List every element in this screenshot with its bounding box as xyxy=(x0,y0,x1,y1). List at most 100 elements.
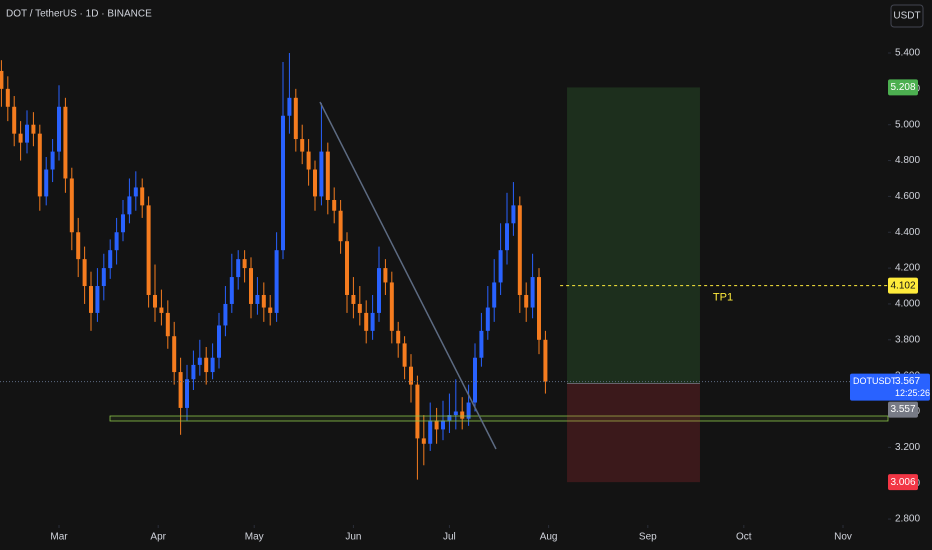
candle-body xyxy=(185,379,190,408)
x-tick-label: Oct xyxy=(736,532,752,543)
last-price-countdown: 12:25:26 xyxy=(895,388,930,398)
trend-line xyxy=(319,101,497,450)
last-price-box xyxy=(850,373,930,401)
candle-body xyxy=(114,232,119,251)
x-tick-label: Jul xyxy=(443,532,456,543)
candle-body xyxy=(204,357,209,373)
candle-body xyxy=(505,223,510,251)
candle-body xyxy=(466,402,471,419)
y-tick-label: 2.800 xyxy=(895,514,920,525)
candle-body xyxy=(306,151,311,170)
y-tick-label: 4.800 xyxy=(895,155,920,166)
candle-body xyxy=(133,187,138,197)
candle-body xyxy=(31,124,36,134)
stop-box xyxy=(888,474,918,491)
entry-label: 3.557 xyxy=(890,404,915,415)
candle-body xyxy=(261,294,266,308)
candle-body xyxy=(223,303,228,326)
candle-body xyxy=(300,139,305,152)
candle-body xyxy=(332,199,337,211)
candle-body xyxy=(524,294,529,308)
take-profit-box xyxy=(888,79,918,96)
candle-body xyxy=(178,372,183,408)
last-price-symbol: DOTUSDT xyxy=(853,376,897,386)
candle-body xyxy=(57,106,62,152)
y-tick-label: 5.000 xyxy=(895,119,920,130)
candle-body xyxy=(140,187,145,206)
candle-body xyxy=(95,286,100,313)
x-tick-label: May xyxy=(245,532,264,543)
candle-body xyxy=(197,357,202,365)
candle-body xyxy=(543,339,548,382)
candle-body xyxy=(89,286,94,313)
overlay: TP1 xyxy=(0,87,888,483)
y-tick-label: 4.600 xyxy=(895,191,920,202)
candle-body xyxy=(165,312,170,337)
symbol-title: DOT / TetherUS · 1D · BINANCE xyxy=(6,9,152,20)
candle-body xyxy=(313,169,318,197)
x-tick-label: Nov xyxy=(834,532,852,543)
x-tick-label: Aug xyxy=(540,532,558,543)
candle-body xyxy=(217,325,222,358)
support-zone xyxy=(109,415,889,422)
candle-body xyxy=(210,357,215,373)
loss-zone xyxy=(567,383,700,483)
candle-body xyxy=(236,259,241,278)
candle-body xyxy=(101,268,106,287)
tp1-label: 4.102 xyxy=(890,280,915,291)
y-tick-label: 4.200 xyxy=(895,263,920,274)
candle-body xyxy=(127,196,132,215)
candle-body xyxy=(191,364,196,380)
candle-body xyxy=(12,106,17,134)
candle-body xyxy=(242,259,247,269)
x-tick-label: Sep xyxy=(639,532,657,543)
candle-body xyxy=(287,97,292,116)
candle-body xyxy=(25,124,30,143)
candle-body xyxy=(473,357,478,403)
candle-body xyxy=(50,151,55,170)
take-profit-label: 5.208 xyxy=(890,82,915,93)
y-tick-label: 3.200 xyxy=(895,442,920,453)
candle-body xyxy=(383,268,388,283)
candle-body xyxy=(485,307,490,331)
tp1-box xyxy=(888,277,918,294)
candle-body xyxy=(377,268,382,313)
tp1-label: TP1 xyxy=(713,292,733,304)
candle-body xyxy=(153,294,158,308)
candle-body xyxy=(268,307,273,313)
candle-body xyxy=(498,250,503,283)
candle-body xyxy=(274,250,279,313)
candle-body xyxy=(325,151,330,200)
entry-box xyxy=(888,401,918,418)
candle-body xyxy=(370,312,375,331)
candle-body xyxy=(108,250,113,269)
candle-body xyxy=(441,420,446,430)
x-tick-label: Jun xyxy=(345,532,361,543)
candle-body xyxy=(255,294,260,304)
candle-body xyxy=(351,294,356,304)
candle-body xyxy=(76,232,81,260)
candle-body xyxy=(146,205,151,295)
candle-body xyxy=(492,282,497,308)
candle-body xyxy=(5,88,10,107)
candle-body xyxy=(0,70,4,89)
candle-body xyxy=(415,384,420,439)
candle-body xyxy=(18,133,23,143)
currency-button[interactable] xyxy=(890,4,924,28)
candle-body xyxy=(319,151,324,197)
currency-label[interactable]: USDT xyxy=(893,11,920,22)
candle-body xyxy=(69,178,74,233)
stop-label: 3.006 xyxy=(890,477,915,488)
candle-body xyxy=(402,343,407,367)
candle-body xyxy=(389,282,394,331)
x-tick-label: Mar xyxy=(50,532,68,543)
candle-body xyxy=(460,411,465,419)
candle-body xyxy=(159,307,164,313)
candle-body xyxy=(338,210,343,242)
candle-body xyxy=(530,277,535,308)
candle-body xyxy=(82,259,87,287)
candle-body xyxy=(396,330,401,344)
x-tick-label: Apr xyxy=(150,532,166,543)
